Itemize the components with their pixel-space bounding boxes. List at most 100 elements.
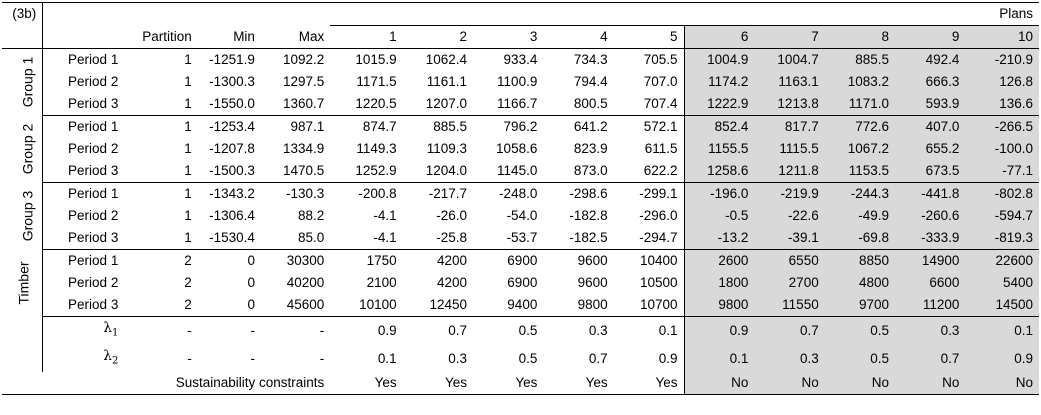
- period-label: Period 1: [68, 52, 119, 67]
- min-cell: -1207.8: [209, 141, 255, 156]
- period-label: Period 1: [68, 119, 119, 134]
- period-label: Period 3: [42, 294, 125, 317]
- value-cell: -594.7: [965, 205, 1039, 227]
- value-cell: 1067.2: [824, 138, 896, 160]
- value-cell: 705.5: [643, 52, 678, 67]
- value-cell: -296.0: [639, 208, 678, 223]
- results-table: (3b) Plans Partition Min Max 1 2 3 4 5 6 7 8 9 10…: [2, 2, 1039, 396]
- value-cell: 407.0: [895, 115, 966, 138]
- partition-cell: -: [187, 350, 192, 366]
- value-cell: 0.7: [448, 322, 467, 338]
- plan-header-7: 7: [754, 25, 825, 49]
- value-cell: 12450: [402, 294, 473, 317]
- value-cell: -22.6: [754, 205, 825, 227]
- value-cell: 0.1: [658, 322, 678, 338]
- period-label: Period 3: [42, 227, 125, 250]
- lambda1-label: λ1: [43, 317, 125, 345]
- value-cell: 0.1: [377, 350, 397, 366]
- value-cell: 0.7: [895, 344, 966, 373]
- table-tag: (3b): [2, 2, 44, 26]
- value-cell: 817.7: [754, 115, 825, 138]
- value-cell: 823.9: [573, 141, 608, 156]
- value-cell: No: [754, 372, 825, 396]
- period-label: Period 2: [68, 141, 119, 156]
- period-label: Period 1: [68, 253, 119, 268]
- value-cell: 2600: [683, 249, 755, 272]
- min-cell: -: [250, 322, 255, 338]
- value-cell: 772.6: [824, 115, 896, 138]
- max-cell: 1360.7: [260, 93, 331, 116]
- value-cell: 126.8: [965, 71, 1039, 93]
- max-cell: -: [319, 322, 325, 338]
- value-cell: 10400: [639, 253, 678, 268]
- value-cell: 1258.6: [683, 160, 755, 183]
- max-cell: -: [319, 350, 325, 366]
- value-cell: -298.6: [569, 186, 608, 201]
- value-cell: 707.4: [613, 93, 685, 116]
- table-row: Period 2 2 0 40200 2100 4200 6900 9600 10500 1800…: [2, 272, 1039, 294]
- value-cell: -333.9: [895, 227, 966, 250]
- value-cell: Yes: [543, 372, 614, 396]
- value-cell: 1174.2: [683, 71, 755, 93]
- value-cell: 9800: [543, 294, 614, 317]
- value-cell: 11200: [895, 294, 966, 317]
- plan-header-5: 5: [613, 25, 685, 49]
- value-cell: -200.8: [358, 186, 397, 201]
- min-cell: -1300.3: [209, 74, 255, 89]
- value-cell: -77.1: [965, 160, 1039, 183]
- lambda2-symbol: λ: [103, 347, 112, 364]
- value-cell: -260.6: [895, 205, 966, 227]
- period-label: Period 3: [42, 93, 125, 116]
- max-header: Max: [260, 25, 331, 49]
- value-cell: 0.1: [683, 344, 755, 373]
- value-cell: 673.5: [895, 160, 966, 183]
- value-cell: 622.2: [613, 160, 685, 183]
- group-name: Group 3: [19, 190, 36, 241]
- value-cell: 5400: [965, 272, 1039, 294]
- value-cell: 1161.1: [426, 74, 467, 89]
- group-label: Group 1: [2, 48, 44, 116]
- value-cell: -182.5: [543, 227, 614, 250]
- value-cell: 1204.0: [402, 160, 473, 183]
- value-cell: 593.9: [895, 93, 966, 116]
- lambda2-subscript: 2: [111, 355, 119, 367]
- min-cell: 0: [247, 253, 255, 268]
- value-cell: 933.4: [503, 52, 538, 67]
- value-cell: 707.0: [643, 74, 678, 89]
- value-cell: 4200: [436, 253, 467, 268]
- value-cell: 8850: [824, 249, 896, 272]
- table-row: Group 3 Period 1 1 -1343.2 -130.3 -200.8 -217.…: [2, 182, 1039, 250]
- value-cell: 9600: [577, 253, 608, 268]
- max-cell: 1470.5: [260, 160, 331, 183]
- value-cell: Yes: [473, 372, 544, 396]
- value-cell: 6550: [754, 249, 825, 272]
- partition-cell: 1: [184, 208, 192, 223]
- value-cell: -49.9: [824, 205, 896, 227]
- value-cell: 0.9: [658, 350, 678, 366]
- value-cell: -294.7: [613, 227, 685, 250]
- value-cell: 0.5: [824, 316, 896, 345]
- group-name: Group 1: [19, 56, 36, 108]
- value-cell: -54.0: [506, 208, 538, 223]
- table-row: Group 1 Period 1 1 -1251.9 1092.2 1015.9 1062.…: [2, 48, 1039, 116]
- value-cell: Yes: [613, 372, 685, 396]
- value-cell: -0.5: [683, 205, 755, 227]
- value-cell: 10100: [330, 294, 403, 317]
- value-cell: -4.1: [330, 227, 403, 250]
- value-cell: 1004.9: [683, 48, 755, 71]
- partition-cell: 1: [124, 160, 198, 183]
- table-row: Period 2 1 -1300.3 1297.5 1171.5 1161.1 1100.9…: [2, 71, 1039, 93]
- partition-cell: 1: [184, 186, 192, 201]
- value-cell: 734.3: [573, 52, 608, 67]
- value-cell: 0.9: [377, 322, 397, 338]
- max-cell: -130.3: [286, 186, 325, 201]
- value-cell: -100.0: [965, 138, 1039, 160]
- value-cell: No: [683, 372, 755, 396]
- value-cell: 492.4: [895, 48, 966, 71]
- value-cell: -266.5: [965, 115, 1039, 138]
- max-cell: 88.2: [298, 208, 325, 223]
- value-cell: 6600: [895, 272, 966, 294]
- value-cell: 1004.7: [754, 48, 825, 71]
- value-cell: 2100: [366, 275, 397, 290]
- table-row: Period 3 1 -1500.3 1470.5 1252.9 1204.0 1145.0…: [2, 160, 1039, 183]
